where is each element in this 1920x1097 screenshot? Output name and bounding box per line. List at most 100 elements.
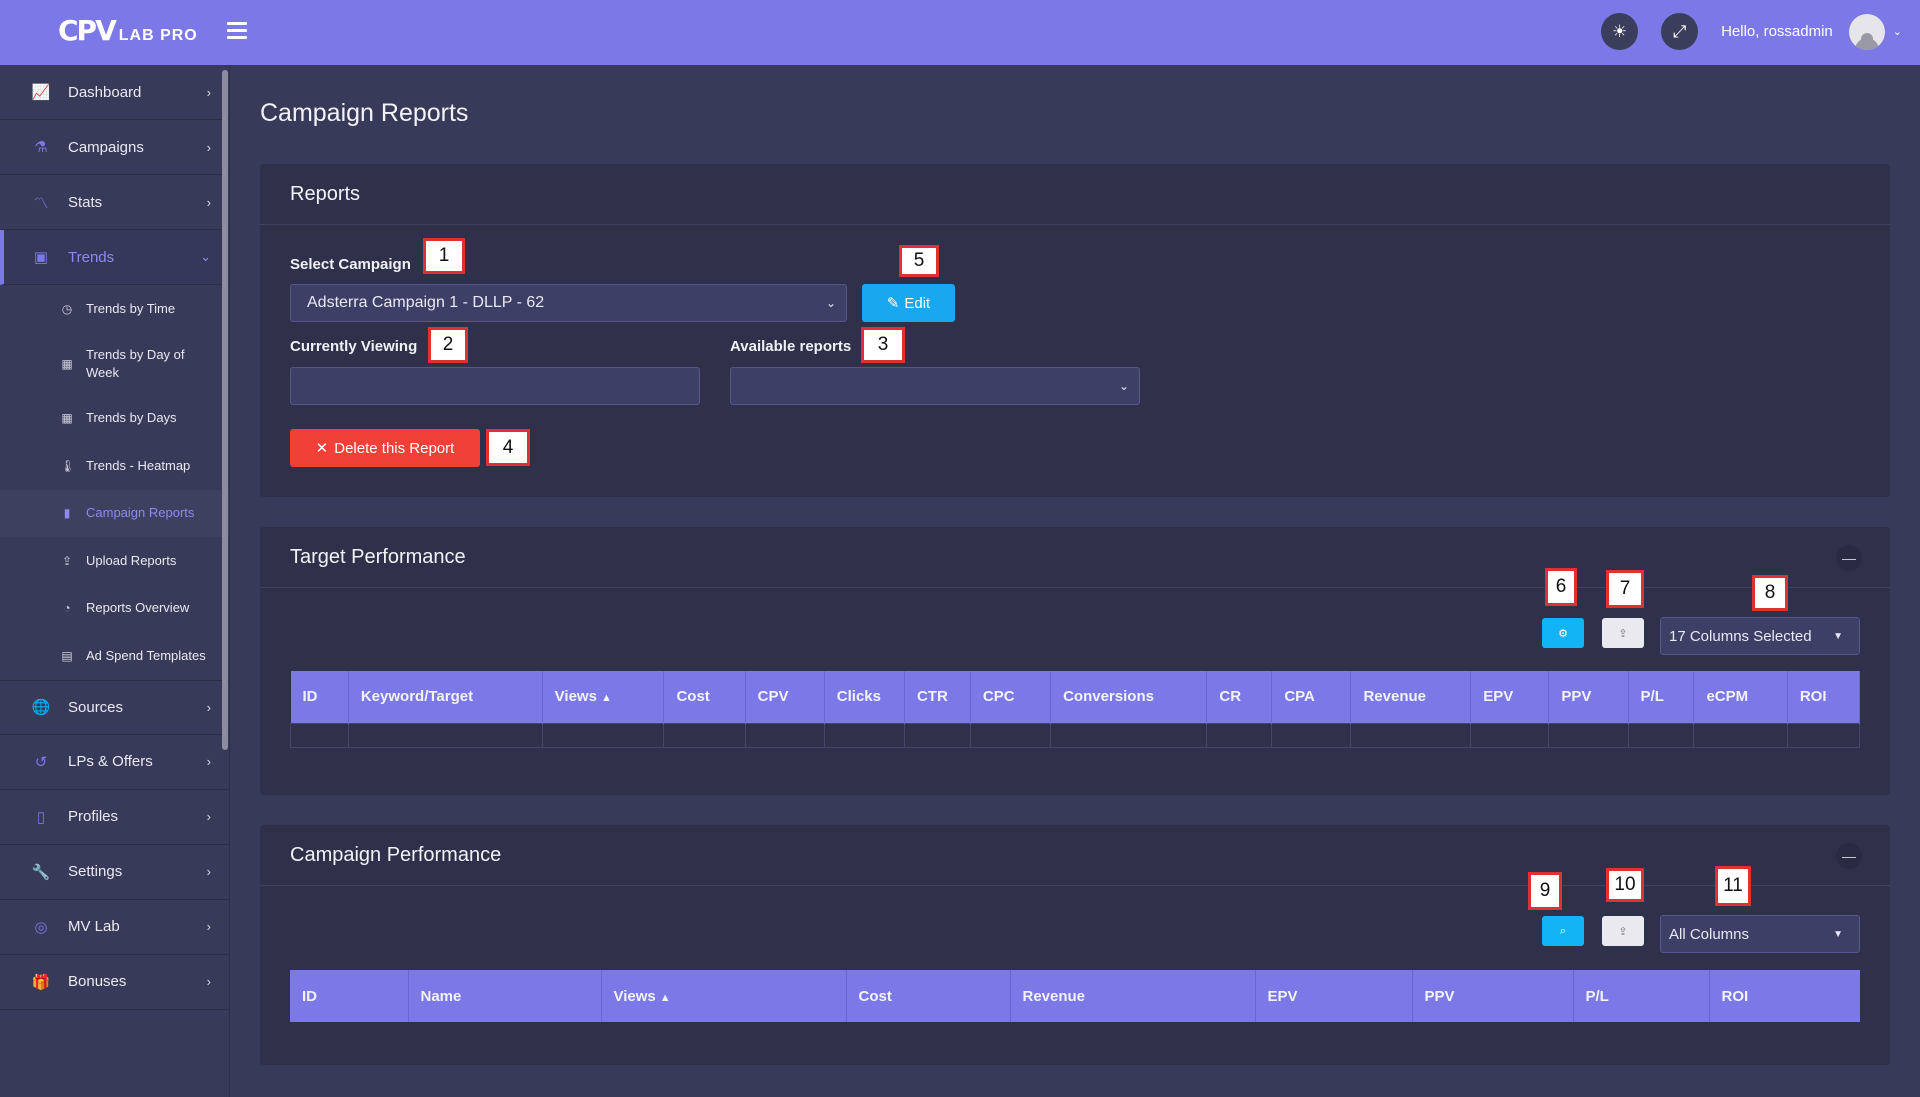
column-header[interactable]: Keyword/Target — [348, 671, 543, 723]
column-header[interactable]: EPV — [1255, 970, 1413, 1022]
column-header[interactable]: P/L — [1573, 970, 1710, 1022]
annotation-marker-10: 10 — [1606, 868, 1644, 902]
annotation-marker-11: 11 — [1715, 866, 1751, 906]
column-header[interactable]: CTR — [904, 671, 971, 723]
annotation-marker-9: 9 — [1528, 872, 1562, 910]
chevron-right-icon: › — [206, 809, 211, 824]
column-header[interactable]: ROI — [1709, 970, 1860, 1022]
collapse-button[interactable]: — — [1836, 843, 1862, 869]
collapse-button[interactable]: — — [1836, 545, 1862, 571]
column-header[interactable]: Conversions — [1050, 671, 1208, 723]
column-header[interactable]: Cost — [846, 970, 1011, 1022]
search-button[interactable]: ⌕ — [1542, 916, 1584, 946]
column-header[interactable]: CPA — [1271, 671, 1352, 723]
target-performance-heading: Target Performance — [290, 545, 466, 568]
sidebar-item-label: LPs & Offers — [68, 753, 153, 770]
edit-button[interactable]: ✎ Edit — [862, 284, 955, 322]
sidebar-item-campaign-reports[interactable]: ▮ Campaign Reports — [0, 489, 229, 537]
sidebar-item-dashboard[interactable]: 📈 Dashboard › — [0, 65, 229, 120]
column-header[interactable]: Cost — [663, 671, 746, 723]
columns-select[interactable]: 17 Columns Selected ▼ — [1660, 617, 1860, 655]
column-header[interactable]: Revenue — [1350, 671, 1472, 723]
chevron-down-icon[interactable]: ⌄ — [1892, 26, 1902, 38]
sidebar-subitem-label: Trends by Time — [86, 300, 176, 316]
views-label: Views — [613, 987, 656, 1005]
column-header[interactable]: CPV — [745, 671, 825, 723]
sidebar-item-label: Profiles — [68, 808, 119, 825]
available-reports-dropdown[interactable]: ⌄ — [730, 367, 1140, 405]
sidebar-subitem-label: Trends by Day of Week — [86, 346, 185, 380]
target-performance-card: Target Performance — ⚙ ⇪ 17 Columns Sele… — [260, 527, 1890, 795]
sidebar-item-upload-reports[interactable]: ⇪ Upload Reports — [0, 537, 229, 585]
sidebar-item-settings[interactable]: 🔧 Settings › — [0, 845, 229, 900]
sidebar-scrollbar[interactable] — [222, 70, 228, 750]
column-header[interactable]: PPV — [1412, 970, 1574, 1022]
menu-toggle-icon[interactable] — [227, 22, 247, 40]
sort-up-icon: ▲ — [600, 692, 612, 705]
column-header[interactable]: CPC — [970, 671, 1052, 723]
sidebar-item-trends-by-day-of-week[interactable]: ▦ Trends by Day of Week — [0, 333, 229, 395]
sidebar-item-label: Settings — [68, 863, 123, 880]
sidebar-item-trends[interactable]: ▣ Trends ⌄ — [0, 230, 229, 285]
user-greeting: Hello, rossadmin — [1721, 23, 1833, 40]
sidebar-item-sources[interactable]: 🌐 Sources › — [0, 679, 229, 735]
select-campaign-dropdown[interactable]: Adsterra Campaign 1 - DLLP - 62 ⌄ — [290, 284, 847, 322]
sidebar-subitem-label: Trends by Days — [86, 410, 177, 426]
export-button[interactable]: ⇪ — [1602, 916, 1644, 946]
sidebar-item-label: Stats — [68, 193, 103, 211]
minus-icon: — — [1842, 848, 1856, 864]
chevron-right-icon: › — [206, 139, 211, 155]
flask-icon: ⚗ — [34, 139, 48, 156]
column-header[interactable]: Revenue — [1010, 970, 1256, 1022]
sidebar-item-lps-offers[interactable]: ↺ LPs & Offers › — [0, 735, 229, 790]
calendar-icon: ▦ — [61, 356, 73, 371]
calendar-grid-icon: ▦ — [61, 411, 73, 426]
column-header[interactable]: ID — [290, 970, 409, 1022]
delete-report-button[interactable]: ✕ Delete this Report — [290, 429, 480, 467]
column-header[interactable]: Name — [408, 970, 602, 1022]
column-header[interactable]: ID — [290, 671, 349, 723]
column-header[interactable]: eCPM — [1693, 671, 1788, 723]
column-header[interactable]: P/L — [1628, 671, 1695, 723]
avatar[interactable] — [1848, 13, 1885, 50]
theme-toggle-button[interactable]: ☀ — [1601, 13, 1639, 50]
sidebar-item-profiles[interactable]: ▯ Profiles › — [0, 790, 229, 845]
sidebar-item-trends-by-days[interactable]: ▦ Trends by Days — [0, 395, 229, 443]
minus-icon: — — [1842, 550, 1856, 566]
table-row — [290, 722, 1861, 748]
thermometer-icon: 🌡 — [60, 458, 76, 473]
campaign-performance-card: Campaign Performance — ⌕ ⇪ All Columns ▼… — [260, 825, 1890, 1065]
column-header[interactable]: Clicks — [824, 671, 905, 723]
column-header[interactable]: CR — [1206, 671, 1273, 723]
sidebar-item-ad-spend-templates[interactable]: ▤ Ad Spend Templates — [0, 632, 229, 680]
column-header[interactable]: EPV — [1470, 671, 1550, 723]
app-logo[interactable]: CPV LAB PRO — [58, 14, 198, 47]
fullscreen-button[interactable]: ⤢ — [1661, 13, 1699, 50]
columns-select[interactable]: All Columns ▼ — [1660, 915, 1860, 953]
target-icon: ◎ — [34, 918, 48, 936]
column-header[interactable]: PPV — [1548, 671, 1629, 723]
sidebar: 📈 Dashboard › ⚗ Campaigns › 〽 Stats › ▣ … — [0, 65, 230, 1097]
column-header-views[interactable]: Views ▲ — [601, 970, 847, 1022]
export-button[interactable]: ⇪ — [1602, 618, 1644, 648]
sidebar-item-reports-overview[interactable]: ◔ Reports Overview — [0, 585, 229, 633]
sidebar-item-campaigns[interactable]: ⚗ Campaigns › — [0, 120, 229, 175]
column-header[interactable]: ROI — [1787, 671, 1861, 723]
sidebar-item-trends-heatmap[interactable]: 🌡 Trends - Heatmap — [0, 442, 229, 490]
sidebar-subitem-label: Trends - Heatmap — [86, 457, 191, 473]
sidebar-item-stats[interactable]: 〽 Stats › — [0, 175, 229, 230]
column-header-views[interactable]: Views ▲ — [542, 671, 665, 723]
chevron-right-icon: › — [206, 864, 211, 879]
sidebar-subitem-label: Upload Reports — [86, 552, 177, 568]
annotation-marker-7: 7 — [1606, 570, 1644, 608]
gears-icon: ⚙ — [1558, 627, 1568, 640]
table-header-row: ID Name Views ▲ Cost Revenue EPV PPV P/L … — [290, 970, 1860, 1022]
reports-card-title: Reports — [260, 164, 1890, 225]
top-bar: CPV LAB PRO ☀ ⤢ Hello, rossadmin ⌄ — [0, 0, 1920, 65]
reports-card: Reports Select Campaign Adsterra Campaig… — [260, 164, 1890, 497]
sidebar-item-trends-by-time[interactable]: ◷ Trends by Time — [0, 285, 229, 333]
sidebar-item-bonuses[interactable]: 🎁 Bonuses › — [0, 955, 229, 1010]
group-by-button[interactable]: ⚙ — [1542, 618, 1584, 648]
currently-viewing-field[interactable] — [290, 367, 700, 405]
sidebar-item-mv-lab[interactable]: ◎ MV Lab › — [0, 900, 229, 955]
